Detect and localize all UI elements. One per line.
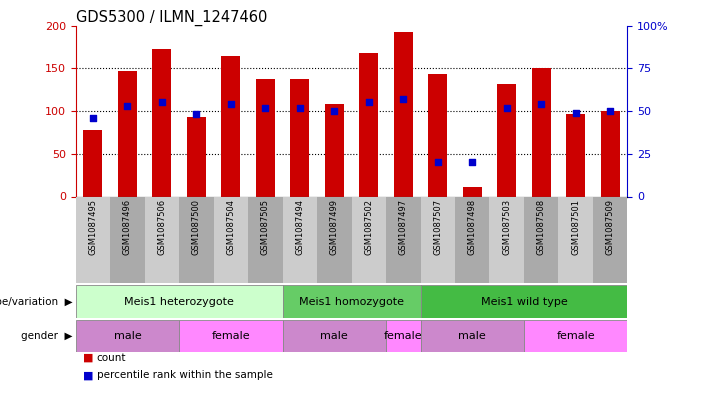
Text: male: male bbox=[458, 331, 486, 341]
Point bbox=[156, 99, 168, 106]
Point bbox=[397, 96, 409, 102]
Text: GSM1087508: GSM1087508 bbox=[537, 199, 545, 255]
Point bbox=[501, 105, 512, 111]
Text: GSM1087507: GSM1087507 bbox=[433, 199, 442, 255]
Bar bbox=[290, 79, 309, 196]
Text: male: male bbox=[320, 331, 348, 341]
Text: female: female bbox=[557, 331, 595, 341]
Text: gender  ▶: gender ▶ bbox=[21, 331, 72, 341]
Text: GSM1087501: GSM1087501 bbox=[571, 199, 580, 255]
Bar bbox=[352, 196, 386, 283]
Bar bbox=[248, 196, 283, 283]
Text: Meis1 heterozygote: Meis1 heterozygote bbox=[124, 297, 234, 307]
Text: GSM1087498: GSM1087498 bbox=[468, 199, 477, 255]
Bar bbox=[317, 196, 352, 283]
Point bbox=[363, 99, 374, 106]
Bar bbox=[463, 187, 482, 196]
Point bbox=[604, 108, 615, 114]
Bar bbox=[532, 68, 551, 196]
Bar bbox=[386, 320, 421, 352]
Bar bbox=[455, 196, 489, 283]
Bar bbox=[497, 84, 516, 196]
Bar bbox=[360, 53, 379, 196]
Bar bbox=[214, 196, 248, 283]
Text: female: female bbox=[212, 331, 250, 341]
Text: GSM1087495: GSM1087495 bbox=[88, 199, 97, 255]
Text: GSM1087499: GSM1087499 bbox=[329, 199, 339, 255]
Bar bbox=[110, 196, 144, 283]
Point bbox=[191, 111, 202, 118]
Point bbox=[432, 159, 443, 165]
Bar bbox=[394, 32, 413, 196]
Bar bbox=[524, 320, 627, 352]
Text: GSM1087504: GSM1087504 bbox=[226, 199, 236, 255]
Point bbox=[329, 108, 340, 114]
Text: male: male bbox=[114, 331, 142, 341]
Text: ■: ■ bbox=[83, 370, 93, 380]
Bar bbox=[152, 49, 171, 196]
Point bbox=[467, 159, 478, 165]
Text: count: count bbox=[97, 353, 126, 363]
Bar bbox=[83, 130, 102, 196]
Bar bbox=[428, 74, 447, 196]
Bar bbox=[144, 196, 179, 283]
Text: GSM1087502: GSM1087502 bbox=[365, 199, 374, 255]
Point bbox=[260, 105, 271, 111]
Bar bbox=[325, 104, 343, 196]
Text: female: female bbox=[384, 331, 423, 341]
Bar bbox=[187, 117, 206, 196]
Bar bbox=[601, 111, 620, 196]
Bar bbox=[179, 320, 283, 352]
Text: ■: ■ bbox=[83, 353, 93, 363]
Bar bbox=[566, 114, 585, 196]
Bar bbox=[118, 71, 137, 196]
Bar bbox=[489, 196, 524, 283]
Text: genotype/variation  ▶: genotype/variation ▶ bbox=[0, 297, 72, 307]
Bar bbox=[559, 196, 593, 283]
Bar bbox=[524, 196, 559, 283]
Bar bbox=[76, 320, 179, 352]
Bar bbox=[222, 56, 240, 196]
Bar bbox=[421, 320, 524, 352]
Bar bbox=[256, 79, 275, 196]
Bar bbox=[283, 320, 386, 352]
Point bbox=[570, 110, 581, 116]
Bar bbox=[76, 285, 283, 318]
Text: GSM1087505: GSM1087505 bbox=[261, 199, 270, 255]
Text: GSM1087497: GSM1087497 bbox=[399, 199, 408, 255]
Bar bbox=[386, 196, 421, 283]
Point bbox=[225, 101, 236, 107]
Text: GDS5300 / ILMN_1247460: GDS5300 / ILMN_1247460 bbox=[76, 9, 267, 26]
Text: percentile rank within the sample: percentile rank within the sample bbox=[97, 370, 273, 380]
Bar bbox=[283, 285, 421, 318]
Text: GSM1087496: GSM1087496 bbox=[123, 199, 132, 255]
Bar bbox=[76, 196, 110, 283]
Text: GSM1087500: GSM1087500 bbox=[192, 199, 201, 255]
Text: Meis1 wild type: Meis1 wild type bbox=[481, 297, 567, 307]
Text: GSM1087506: GSM1087506 bbox=[158, 199, 166, 255]
Bar bbox=[421, 285, 627, 318]
Point bbox=[294, 105, 306, 111]
Point bbox=[88, 115, 99, 121]
Point bbox=[536, 101, 547, 107]
Bar bbox=[421, 196, 455, 283]
Bar bbox=[283, 196, 317, 283]
Text: GSM1087503: GSM1087503 bbox=[502, 199, 511, 255]
Text: GSM1087509: GSM1087509 bbox=[606, 199, 615, 255]
Point bbox=[122, 103, 133, 109]
Bar bbox=[593, 196, 627, 283]
Text: GSM1087494: GSM1087494 bbox=[295, 199, 304, 255]
Bar bbox=[179, 196, 214, 283]
Text: Meis1 homozygote: Meis1 homozygote bbox=[299, 297, 404, 307]
